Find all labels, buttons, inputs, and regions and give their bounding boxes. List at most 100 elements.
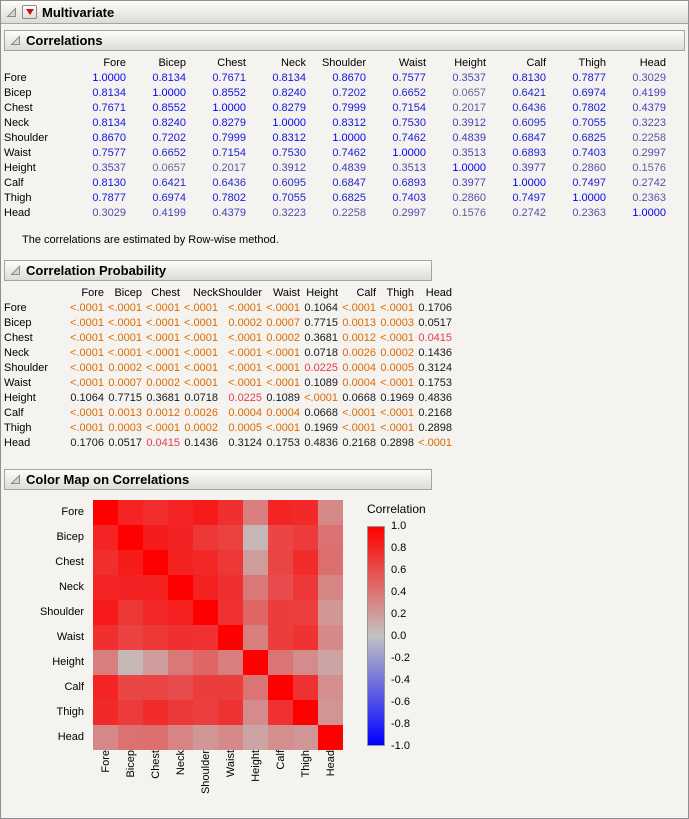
- corr-value: 0.7671: [212, 72, 246, 84]
- prob-value: 0.2168: [342, 437, 377, 449]
- prob-value: 0.0002: [266, 332, 301, 344]
- corr-value: 0.6974: [572, 87, 606, 99]
- prob-value: 0.0002: [228, 317, 263, 329]
- heatmap-cell: [143, 575, 168, 600]
- heatmap-cell: [143, 725, 168, 750]
- prob-value: 0.1969: [380, 392, 415, 404]
- corr-value: 0.3029: [92, 207, 126, 219]
- legend-tick-label: 0.8: [391, 542, 407, 554]
- corr-value: 0.4839: [332, 162, 366, 174]
- prob-header-row: Fore Bicep Chest Neck Shoulder Waist Height Cal…: [4, 286, 452, 301]
- heatmap-cell: [143, 675, 168, 700]
- corr-value: 0.8134: [92, 117, 126, 129]
- heatmap-row-label: Waist: [56, 631, 84, 643]
- prob-value: 0.0002: [108, 362, 142, 374]
- red-triangle-icon: [25, 9, 34, 15]
- prob-value: 0.4836: [418, 392, 453, 404]
- heatmap-cell: [268, 725, 293, 750]
- prob-value: 0.0004: [228, 407, 263, 419]
- prob-value: <.0001: [70, 377, 104, 389]
- prob-row: Height 0.1064 0.7715 0.3681 0.0718 0.0225 0.10…: [4, 391, 452, 406]
- prob-value: <.0001: [70, 317, 104, 329]
- corr-value: 0.1576: [452, 207, 486, 219]
- heatmap-cell: [318, 525, 343, 550]
- heatmap-cell: [218, 675, 243, 700]
- heatmap-cell: [318, 675, 343, 700]
- corr-value: 0.6825: [572, 132, 606, 144]
- correlations-note: The correlations are estimated by Row-wi…: [22, 234, 279, 246]
- prob-value: 0.0517: [108, 437, 142, 449]
- corr-value: 1.0000: [512, 177, 546, 189]
- prob-value: <.0001: [146, 302, 180, 314]
- prob-value: 0.0004: [266, 407, 301, 419]
- row-label: Fore: [4, 72, 27, 84]
- prob-value: <.0001: [228, 362, 263, 374]
- heatmap-cell: [218, 700, 243, 725]
- disclosure-triangle-icon[interactable]: [6, 6, 17, 18]
- red-triangle-menu-button[interactable]: [22, 5, 37, 19]
- heatmap-row-label: Neck: [58, 581, 84, 593]
- disclosure-triangle-icon[interactable]: [10, 474, 21, 485]
- heatmap-row-label: Head: [57, 731, 84, 743]
- corr-value: 0.2742: [512, 207, 546, 219]
- corr-value: 0.7202: [332, 87, 366, 99]
- colormap-outline-bar[interactable]: Color Map on Correlations: [4, 469, 432, 490]
- heatmap-cell: [293, 575, 318, 600]
- corr-value: 0.4379: [632, 102, 666, 114]
- heatmap-cell: [293, 550, 318, 575]
- corr-value: 0.8552: [152, 102, 186, 114]
- prob-value: <.0001: [304, 392, 339, 404]
- corr-value: 0.7671: [92, 102, 126, 114]
- heatmap-row-label: Fore: [61, 506, 84, 518]
- prob-value: 0.1089: [266, 392, 301, 404]
- multivariate-outline-bar[interactable]: Multivariate: [1, 1, 688, 24]
- corr-row: Thigh 0.7877 0.6974 0.7802 0.7055 0.6825 0.740…: [4, 191, 666, 206]
- probability-outline-bar[interactable]: Correlation Probability: [4, 260, 432, 281]
- corr-value: 1.0000: [212, 102, 246, 114]
- corr-value: 0.8240: [152, 117, 186, 129]
- heatmap-cell: [193, 525, 218, 550]
- heatmap-cell: [268, 525, 293, 550]
- corr-value: 0.2860: [452, 192, 486, 204]
- legend-tick-label: -0.2: [391, 652, 410, 664]
- prob-value: <.0001: [266, 362, 301, 374]
- heatmap-cell: [193, 725, 218, 750]
- heatmap-col-label: Chest: [149, 750, 162, 779]
- corr-value: 0.8134: [152, 72, 186, 84]
- heatmap-cell: [93, 500, 118, 525]
- prob-value: <.0001: [380, 422, 415, 434]
- legend-tick-label: 0.2: [391, 608, 407, 620]
- corr-value: 0.7055: [272, 192, 306, 204]
- prob-value: 0.0002: [184, 422, 218, 434]
- correlations-outline-bar[interactable]: Correlations: [4, 30, 685, 51]
- disclosure-triangle-icon[interactable]: [10, 35, 21, 46]
- heatmap-cell: [143, 500, 168, 525]
- row-label: Calf: [4, 407, 24, 419]
- corr-value: 0.2363: [632, 192, 666, 204]
- heatmap-cell: [318, 625, 343, 650]
- corr-value: 0.7999: [212, 132, 246, 144]
- disclosure-triangle-icon[interactable]: [10, 265, 21, 276]
- heatmap-x-spacer: [1, 750, 93, 816]
- heatmap-cell: [118, 675, 143, 700]
- heatmap-cell: [143, 625, 168, 650]
- corr-value: 0.8240: [272, 87, 306, 99]
- column-header: Chest: [151, 287, 180, 299]
- corr-value: 0.3513: [452, 147, 486, 159]
- prob-value: 0.0005: [228, 422, 263, 434]
- corr-value: 0.6974: [152, 192, 186, 204]
- column-header: Fore: [103, 57, 126, 69]
- column-header: Neck: [280, 57, 306, 69]
- corr-value: 0.8130: [92, 177, 126, 189]
- heatmap-cell: [318, 725, 343, 750]
- probability-title: Correlation Probability: [26, 263, 167, 278]
- heatmap-cell: [268, 675, 293, 700]
- prob-value: 0.0026: [342, 347, 377, 359]
- corr-row: Bicep 0.8134 1.0000 0.8552 0.8240 0.7202 0.665…: [4, 86, 666, 101]
- prob-value: <.0001: [70, 362, 104, 374]
- prob-value: <.0001: [108, 332, 142, 344]
- prob-value: 0.0225: [228, 392, 263, 404]
- heatmap-cell: [143, 600, 168, 625]
- prob-value: 0.0013: [108, 407, 142, 419]
- prob-row: Fore <.0001 <.0001 <.0001 <.0001 <.0001 <.0001…: [4, 301, 452, 316]
